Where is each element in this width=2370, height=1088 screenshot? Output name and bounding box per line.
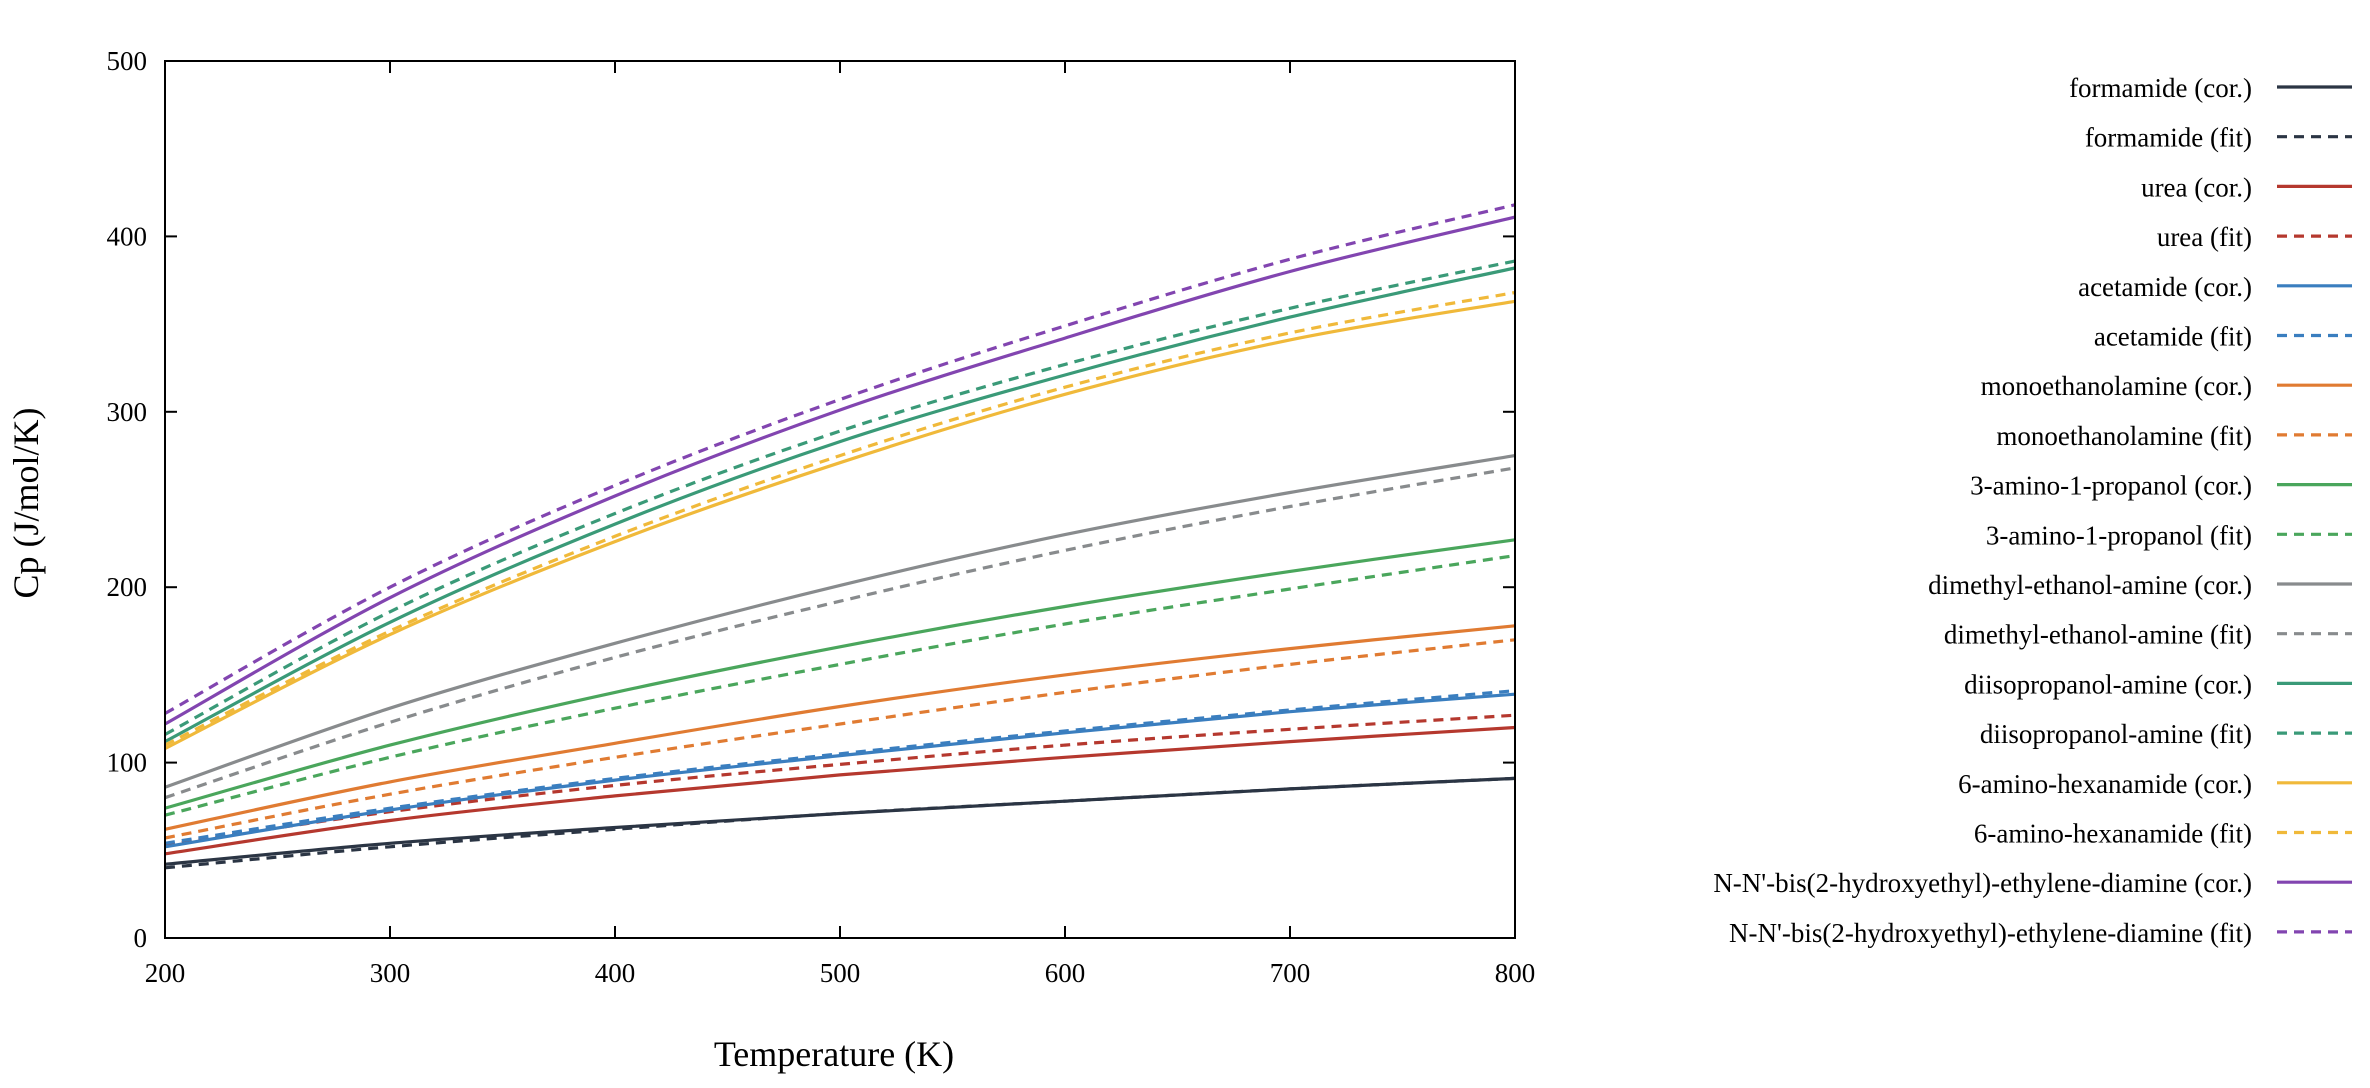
legend-label: diisopropanol-amine (cor.) [1964,669,2252,699]
x-tick-label: 500 [820,958,861,988]
y-tick-label: 200 [107,572,148,602]
plot-frame [164,60,1516,939]
legend-label: monoethanolamine (cor.) [1981,371,2252,401]
series-line-diisopropanol-amine-cor [164,266,1516,744]
series-line-n-n-bis-2-hydroxyethyl-ethylene-diamine-fit [164,203,1516,715]
series-line-monoethanolamine-cor [164,624,1516,831]
legend-label: acetamide (fit) [2094,322,2252,352]
legend-label: 6-amino-hexanamide (fit) [1974,819,2252,849]
x-tick-label: 300 [370,958,411,988]
series-line-acetamide-fit [164,689,1516,845]
x-tick-label: 200 [145,958,186,988]
x-tick-label: 700 [1270,958,1311,988]
series-line-formamide-cor [164,776,1516,866]
y-tick-label: 100 [107,748,148,778]
series-line-dimethyl-ethanol-amine-fit [164,466,1516,800]
legend-label: 3-amino-1-propanol (cor.) [1970,471,2252,501]
axis-ticks: 200 300 400 500 600 700 800 0 100 200 300 400 500 [107,46,1536,988]
legend-label: 3-amino-1-propanol (fit) [1986,520,2252,550]
series-line-dimethyl-ethanol-amine-cor [164,454,1516,789]
legend-label: N-N'-bis(2-hydroxyethyl)-ethylene-diamin… [1729,918,2252,948]
series-line-acetamide-cor [164,692,1516,849]
legend-label: dimethyl-ethanol-amine (fit) [1944,620,2252,650]
y-tick-label: 400 [107,221,148,251]
plot-lines [164,203,1516,870]
x-tick-label: 600 [1045,958,1086,988]
series-line-3-amino-1-propanol-cor [164,538,1516,810]
y-tick-label: 0 [134,923,148,953]
legend-label: formamide (fit) [2085,123,2252,153]
series-line-6-amino-hexanamide-cor [164,299,1516,751]
legend-label: dimethyl-ethanol-amine (cor.) [1928,570,2252,600]
y-tick-label: 500 [107,46,148,76]
legend-label: 6-amino-hexanamide (cor.) [1958,769,2252,799]
y-tick-label: 300 [107,397,148,427]
legend-label: formamide (cor.) [2069,73,2252,103]
legend: formamide (cor.) formamide (fit) urea (cor… [1713,73,2352,948]
series-line-urea-cor [164,725,1516,856]
series-line-monoethanolamine-fit [164,638,1516,840]
legend-label: urea (fit) [2157,222,2252,252]
y-axis-title: Cp (J/mol/K) [6,407,46,598]
legend-label: acetamide (cor.) [2078,272,2252,302]
x-tick-label: 400 [595,958,636,988]
series-line-urea-fit [164,713,1516,847]
legend-label: urea (cor.) [2141,172,2252,202]
series-line-6-amino-hexanamide-fit [164,290,1516,747]
legend-label: diisopropanol-amine (fit) [1980,719,2252,749]
legend-label: monoethanolamine (fit) [1996,421,2252,451]
x-tick-label: 800 [1495,958,1536,988]
series-line-formamide-fit [164,776,1516,870]
legend-label: N-N'-bis(2-hydroxyethyl)-ethylene-diamin… [1713,868,2252,898]
series-line-n-n-bis-2-hydroxyethyl-ethylene-diamine-cor [164,215,1516,726]
series-line-diisopropanol-amine-fit [164,259,1516,736]
series-line-3-amino-1-propanol-fit [164,554,1516,817]
x-axis-title: Temperature (K) [714,1034,954,1074]
